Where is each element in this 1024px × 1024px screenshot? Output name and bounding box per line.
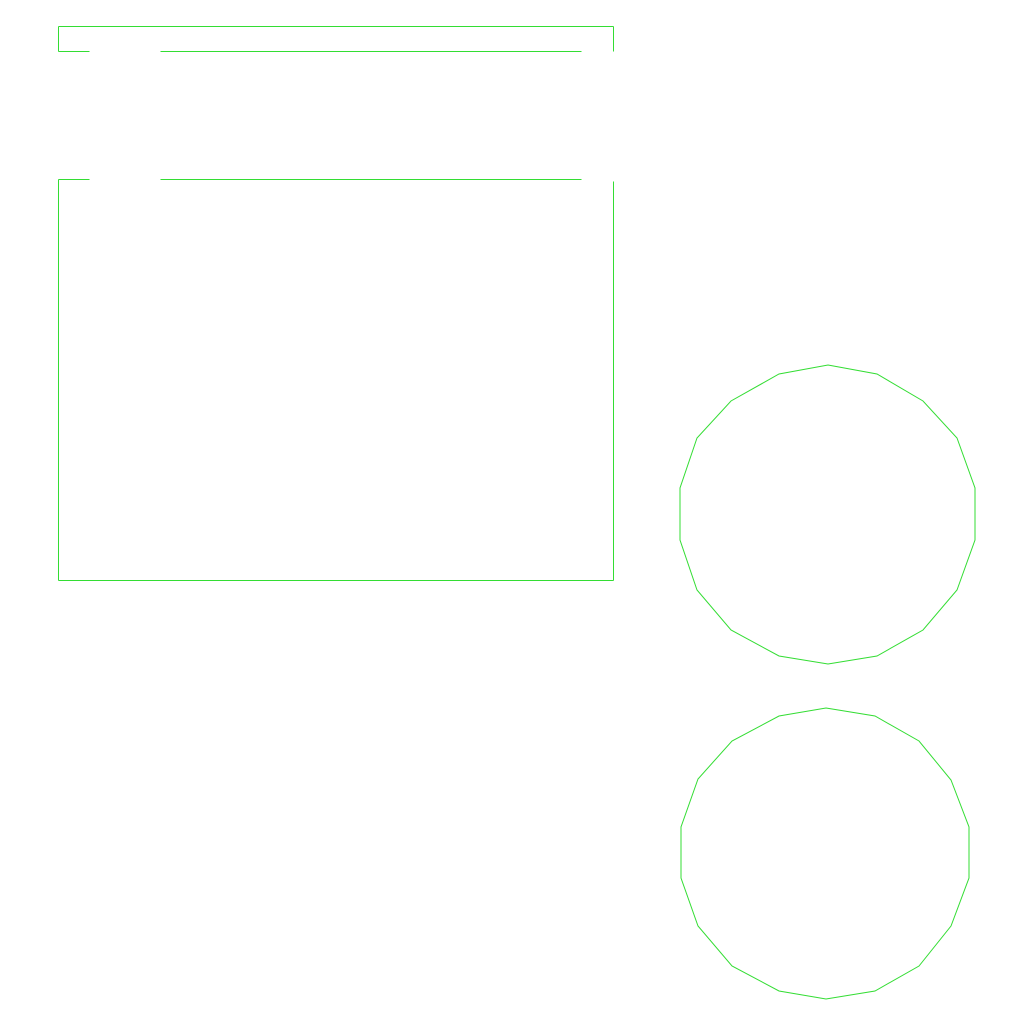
top-frame-outline (58, 26, 614, 52)
top-frame (58, 26, 614, 52)
lower-circle-outline (680, 707, 970, 1000)
main-frame (58, 179, 614, 581)
main-frame-outline (58, 179, 614, 581)
upper-circle (679, 364, 976, 665)
upper-circle-outline (679, 364, 976, 665)
lower-circle (680, 707, 970, 1000)
